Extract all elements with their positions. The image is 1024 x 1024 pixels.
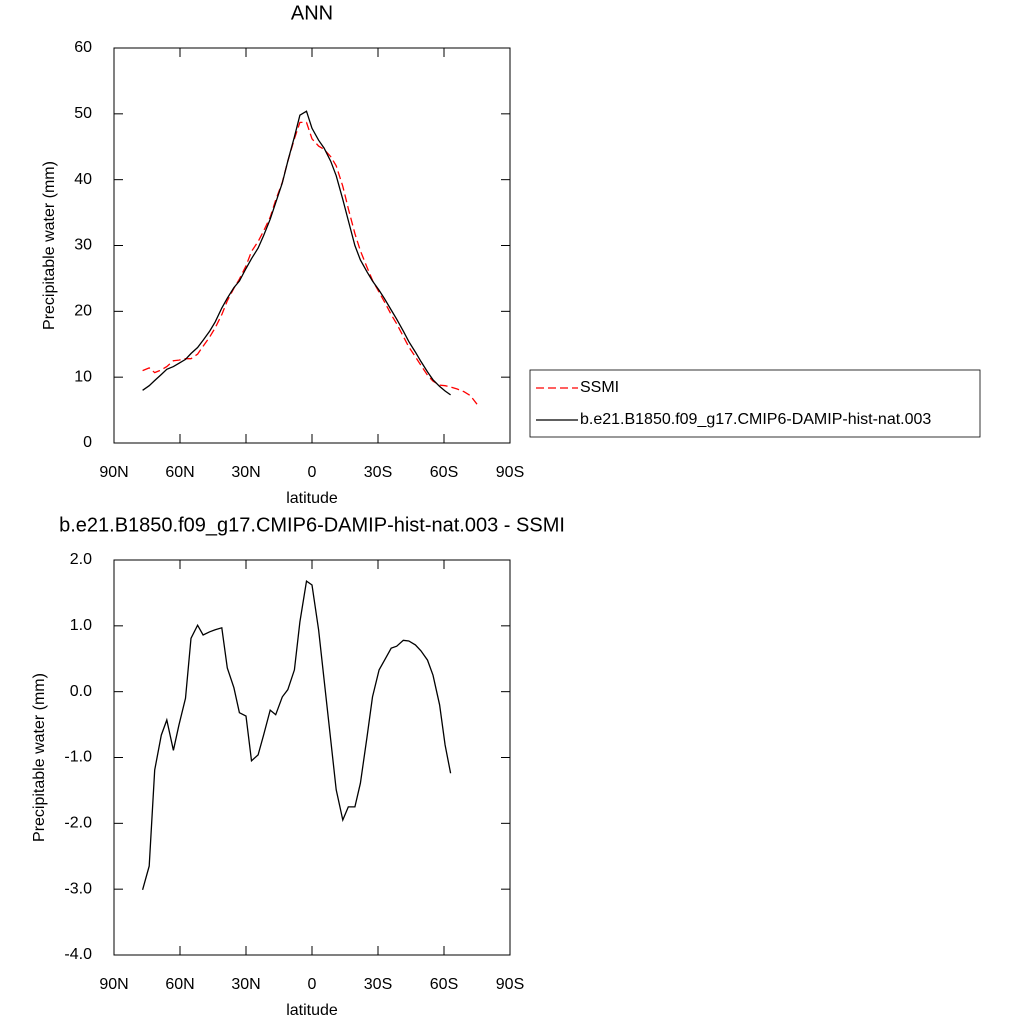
x-tick-label: 60S	[430, 464, 458, 481]
x-tick-label: 30N	[231, 976, 260, 993]
x-tick-label: 90S	[496, 976, 524, 993]
y-tick-label: 10	[74, 368, 92, 385]
y-tick-label: 50	[74, 105, 92, 122]
y-tick-label: 20	[74, 303, 92, 320]
x-tick-label: 30S	[364, 976, 392, 993]
chart-title: ANN	[291, 2, 333, 24]
y-tick-label: 2.0	[70, 551, 92, 568]
x-tick-label: 90S	[496, 464, 524, 481]
data-line	[141, 579, 452, 890]
x-axis-label: latitude	[286, 1002, 338, 1019]
plot-frame	[113, 559, 511, 956]
plot-frame	[113, 47, 511, 444]
x-tick-label: 30N	[231, 464, 260, 481]
x-tick-label: 0	[308, 976, 317, 993]
y-tick-label: 40	[74, 171, 92, 188]
y-tick-label: 60	[74, 39, 92, 56]
y-axis-label: Precipitable water (mm)	[41, 161, 58, 330]
y-tick-label: -1.0	[64, 749, 92, 766]
y-tick-label: -4.0	[64, 946, 92, 963]
x-axis-label: latitude	[286, 490, 338, 507]
x-tick-label: 60N	[165, 976, 194, 993]
data-line	[142, 121, 478, 405]
x-tick-label: 90N	[99, 464, 128, 481]
y-tick-label: -2.0	[64, 815, 92, 832]
y-tick-label: 0	[83, 434, 92, 451]
y-tick-label: -3.0	[64, 880, 92, 897]
legend-box	[529, 369, 981, 438]
x-tick-label: 90N	[99, 976, 128, 993]
x-tick-label: 60N	[165, 464, 194, 481]
legend-label: b.e21.B1850.f09_g17.CMIP6-DAMIP-hist-nat…	[580, 411, 931, 428]
y-tick-label: 30	[74, 237, 92, 254]
chart-title: b.e21.B1850.f09_g17.CMIP6-DAMIP-hist-nat…	[59, 514, 565, 536]
y-tick-label: 1.0	[70, 617, 92, 634]
x-tick-label: 30S	[364, 464, 392, 481]
x-tick-label: 0	[308, 464, 317, 481]
x-tick-label: 60S	[430, 976, 458, 993]
legend-label: SSMI	[580, 379, 619, 396]
y-axis-label: Precipitable water (mm)	[31, 673, 48, 842]
data-line	[142, 110, 451, 396]
y-tick-label: 0.0	[70, 683, 92, 700]
